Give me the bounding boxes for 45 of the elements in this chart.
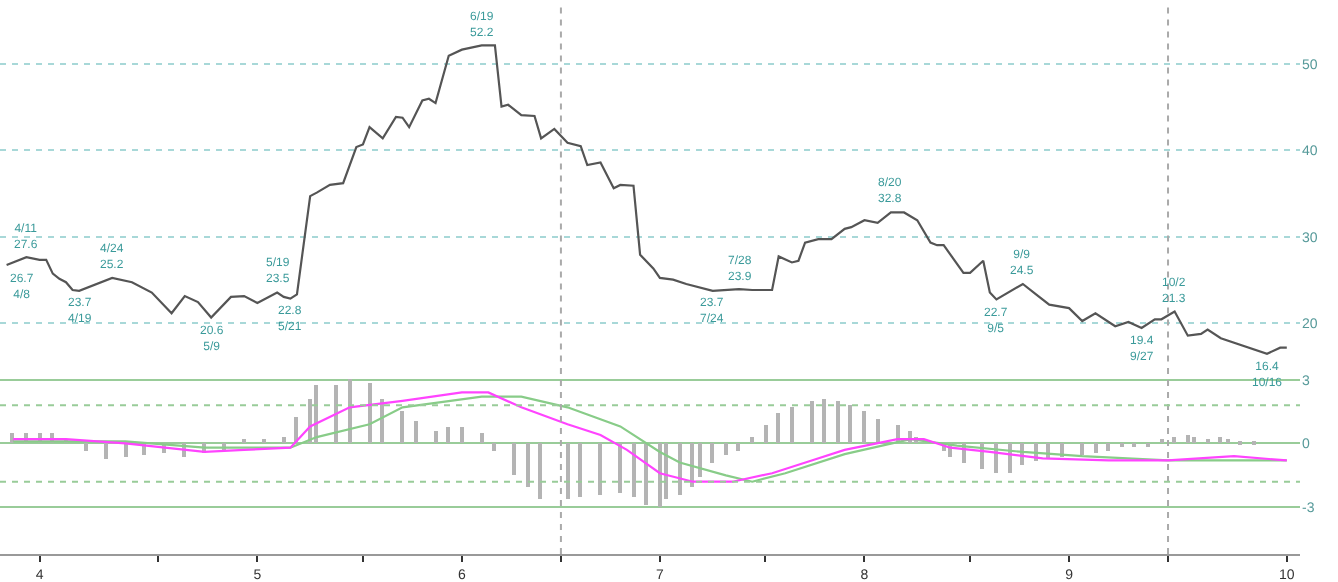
bar	[698, 442, 702, 477]
bar	[848, 404, 852, 443]
bar	[434, 430, 438, 443]
bar	[1094, 442, 1098, 453]
bar	[1218, 436, 1222, 443]
bar	[644, 442, 648, 505]
bar	[492, 442, 496, 451]
bar	[578, 442, 582, 497]
bar	[632, 442, 636, 497]
bar	[1080, 442, 1084, 455]
bar	[598, 442, 602, 495]
bar	[764, 424, 768, 443]
bar	[104, 442, 108, 459]
line-series	[5, 44, 1288, 355]
bar	[566, 442, 570, 499]
bar	[1106, 442, 1110, 451]
bar	[790, 406, 794, 443]
bar	[348, 378, 352, 443]
bar	[822, 398, 826, 443]
bar	[710, 442, 714, 463]
bar	[512, 442, 516, 475]
bar	[414, 420, 418, 443]
bar	[1192, 436, 1196, 443]
bar	[368, 382, 372, 443]
bar	[736, 442, 740, 451]
bar	[658, 442, 662, 507]
bar	[446, 426, 450, 443]
bar	[750, 436, 754, 443]
bar	[862, 410, 866, 443]
bar	[538, 442, 542, 499]
bar	[724, 442, 728, 455]
bar	[678, 442, 682, 495]
bar	[526, 442, 530, 487]
bar	[84, 442, 88, 451]
bar	[282, 436, 286, 443]
bar	[836, 400, 840, 443]
bar	[480, 432, 484, 443]
bar	[400, 410, 404, 443]
bar	[618, 442, 622, 493]
bar	[1186, 434, 1190, 443]
bar	[10, 432, 14, 443]
bar	[460, 426, 464, 443]
bar	[776, 412, 780, 443]
bar	[810, 400, 814, 443]
bar	[876, 418, 880, 443]
